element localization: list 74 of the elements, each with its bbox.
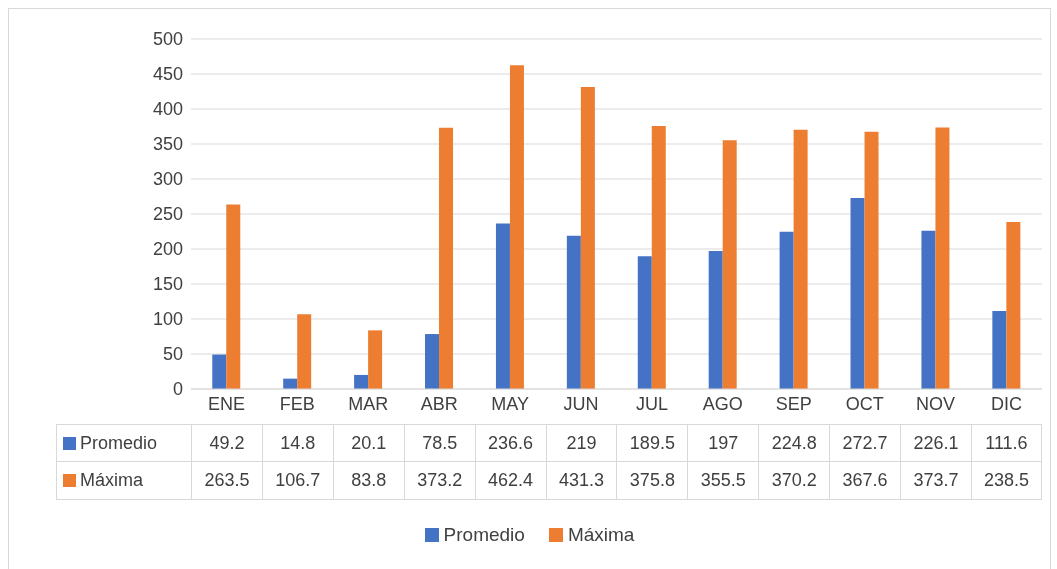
bar xyxy=(708,251,723,389)
bar xyxy=(297,314,312,389)
bar xyxy=(1006,222,1021,389)
bar xyxy=(425,334,440,389)
data-label: 20.1 xyxy=(332,424,404,462)
bar xyxy=(495,223,510,389)
bar xyxy=(509,65,524,389)
bar xyxy=(921,230,936,389)
x-tick-label: MAR xyxy=(348,393,389,414)
bar xyxy=(439,127,454,389)
x-tick-label: ENE xyxy=(207,393,245,414)
bar xyxy=(651,125,666,389)
data-label: 370.2 xyxy=(758,462,830,500)
bar xyxy=(779,231,794,389)
x-tick-label: SEP xyxy=(775,393,812,414)
data-label: 462.4 xyxy=(474,462,546,500)
bar xyxy=(354,374,369,389)
data-label: 197 xyxy=(687,424,759,462)
data-label: 189.5 xyxy=(616,424,688,462)
y-tick-label: 150 xyxy=(152,274,183,295)
data-label: 238.5 xyxy=(970,462,1042,500)
data-label: 219 xyxy=(545,424,617,462)
x-tick-label: JUN xyxy=(563,393,599,414)
x-tick-label: MAY xyxy=(491,393,529,414)
y-tick-label: 100 xyxy=(152,309,183,330)
bar xyxy=(850,198,865,389)
data-label: 226.1 xyxy=(900,424,971,462)
y-tick-label: 450 xyxy=(152,64,183,85)
bar xyxy=(992,310,1007,389)
text: Máxima xyxy=(567,524,635,545)
bar xyxy=(226,204,241,389)
data-label: 355.5 xyxy=(687,462,759,500)
x-tick-label: AGO xyxy=(702,393,743,414)
data-label: 83.8 xyxy=(332,462,404,500)
data-label: 263.5 xyxy=(191,462,262,500)
data-label: 431.3 xyxy=(545,462,617,500)
data-label: 106.7 xyxy=(261,462,333,500)
bar xyxy=(637,256,652,389)
data-label: 111.6 xyxy=(970,424,1042,462)
text: Promedio xyxy=(443,524,525,545)
y-tick-label: 250 xyxy=(152,204,183,225)
x-tick-label: ABR xyxy=(420,393,458,414)
data-label: 367.6 xyxy=(829,462,901,500)
bar xyxy=(722,140,737,389)
bar xyxy=(368,330,383,389)
bar xyxy=(580,87,595,389)
data-label: 373.7 xyxy=(900,462,971,500)
x-tick-label: FEB xyxy=(279,393,315,414)
data-label: 14.8 xyxy=(261,424,333,462)
data-label: 373.2 xyxy=(403,462,475,500)
bar xyxy=(566,235,581,389)
data-label: 49.2 xyxy=(191,424,262,462)
y-tick-label: 50 xyxy=(162,344,183,365)
bar xyxy=(935,127,950,389)
y-tick-label: 400 xyxy=(152,99,183,120)
x-tick-label: DIC xyxy=(991,393,1023,414)
bar xyxy=(793,129,808,389)
legend-label: Máxima xyxy=(80,470,144,491)
x-tick-label: JUL xyxy=(635,393,668,414)
bar xyxy=(864,131,879,389)
data-label: 78.5 xyxy=(403,424,475,462)
y-tick-label: 200 xyxy=(152,239,183,260)
legend-label: Promedio xyxy=(80,432,158,454)
data-label: 272.7 xyxy=(829,424,901,462)
x-tick-label: OCT xyxy=(845,393,884,414)
x-tick-label: NOV xyxy=(916,393,956,414)
bar xyxy=(212,354,227,389)
data-label: 375.8 xyxy=(616,462,688,500)
data-label: 236.6 xyxy=(474,424,546,462)
data-label: 224.8 xyxy=(758,424,830,462)
y-tick-label: 300 xyxy=(152,169,183,190)
y-tick-label: 500 xyxy=(152,29,183,50)
y-tick-label: 0 xyxy=(172,379,183,400)
y-tick-label: 350 xyxy=(152,134,183,155)
